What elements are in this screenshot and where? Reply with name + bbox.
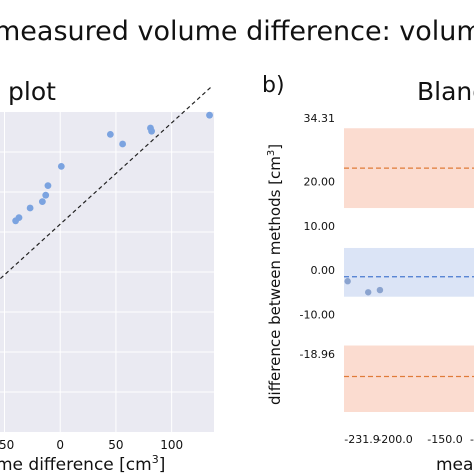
panel-a-points (12, 111, 213, 225)
panel-b-lower-band (344, 345, 474, 412)
panel-b-label: b) (262, 73, 285, 98)
panel-a-title: plot (8, 77, 56, 106)
panel-a-point (44, 182, 52, 190)
panel-a-point (42, 191, 50, 199)
panel-a-point (15, 214, 23, 222)
panel-a-point (26, 204, 34, 212)
panel-a-x-ticks: -50 0 50 100 (0, 438, 183, 452)
panel-b-points (344, 278, 384, 296)
panel-b-y-tick-label: 34.31 (304, 112, 336, 125)
panel-a-point (119, 140, 127, 148)
panel-a-x-tick-label: 0 (56, 438, 64, 452)
panel-b-x-label: meas (436, 455, 474, 474)
panel-b-y-tick-label: 20.00 (304, 175, 336, 188)
panel-b-point (344, 278, 351, 285)
panel-b-mean-band (344, 247, 474, 297)
panel-a-point (57, 163, 65, 170)
panel-b-lines (344, 167, 474, 378)
panel-a-x-tick-label: -50 (0, 438, 14, 452)
panel-b-y-tick-label: 10.00 (304, 220, 336, 233)
panel-a-identity-line (0, 85, 213, 280)
panel-b-y-label: difference between methods [cm3] (266, 144, 284, 405)
panel-a-point (106, 131, 114, 138)
figure-title: measured volume difference: volume (0, 16, 474, 47)
panel-b-title: Bland (417, 77, 474, 106)
panel-b-x-tick-label: -231.9 (344, 433, 379, 446)
panel-b-y-tick-label: -10.00 (300, 308, 335, 321)
panel-b-point (376, 286, 384, 294)
panel-a-x-tick-label: 50 (108, 438, 123, 452)
panel-b-y-tick-label: -18.96 (300, 348, 335, 361)
panel-b-x-tick-label: -1 (470, 433, 474, 446)
panel-a-point (38, 198, 46, 206)
panel-b-x-ticks: -231.9-200.0 -150.0 -1 (344, 433, 474, 446)
panel-b-bands (344, 128, 474, 412)
panel-a-grid (0, 112, 214, 432)
panel-a-point (148, 127, 155, 135)
panel-b-x-tick-label: -150.0 (427, 433, 462, 446)
panel-a-x-tick-label: 100 (160, 438, 183, 452)
panel-a-point (206, 111, 213, 119)
panel-a-x-label: me difference [cm3] (0, 453, 165, 474)
panel-b-point (365, 289, 372, 296)
panel-b-x-tick-label: -200.0 (377, 433, 412, 446)
panel-b-y-ticks: 34.31 20.00 10.00 0.00 -10.00 -18.96 (300, 112, 335, 361)
panel-a-x-label-text: me difference [cm (0, 455, 152, 474)
panel-b-y-tick-label: 0.00 (311, 264, 336, 277)
